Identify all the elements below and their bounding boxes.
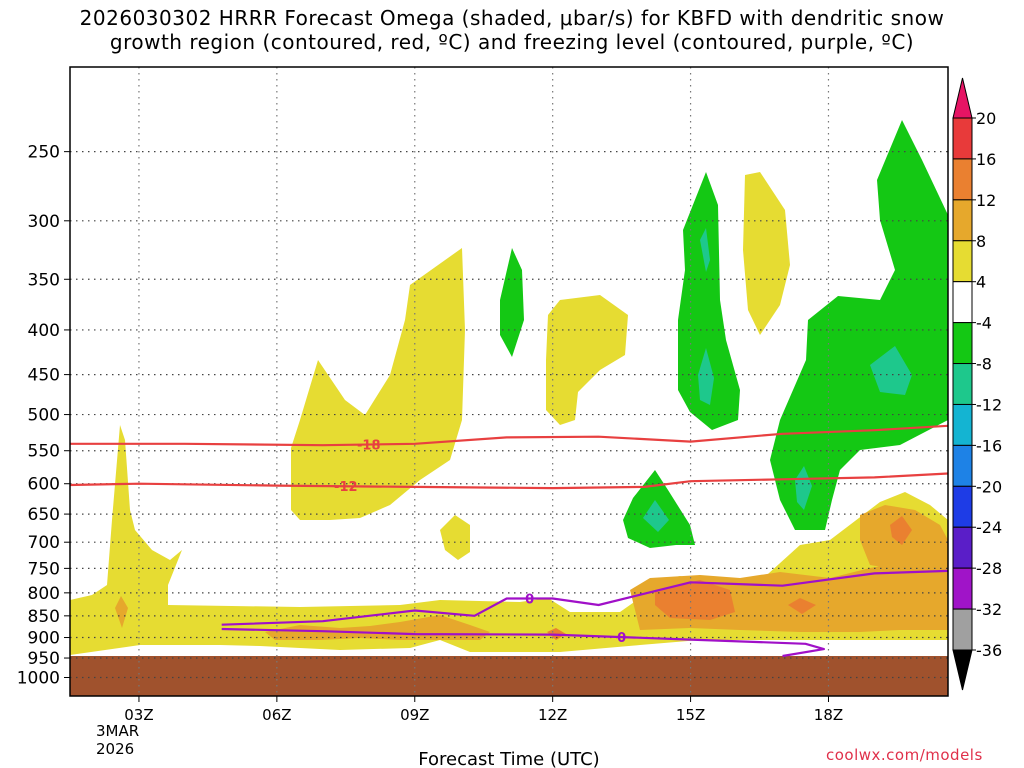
- colorbar-segment-12: [952, 567, 973, 610]
- omega-region-ascent-mid: [291, 248, 465, 520]
- y-tick-label-500: 500: [28, 406, 60, 426]
- colorbar: 20 16 12 8 4 -4 -8 -12 -16 -20 -24 -28 -32 -36: [952, 77, 1002, 691]
- x-axis-ticks: 03Z 06Z 09Z 12Z 15Z 18Z: [124, 696, 843, 724]
- plot-frame: [69, 66, 949, 697]
- x-tick-label-3: 03Z: [124, 706, 153, 724]
- contour-label-2: 0: [525, 592, 534, 607]
- colorbar-label-4: 4: [976, 273, 986, 292]
- colorbar-label-1: 16: [976, 150, 996, 169]
- omega-region-core-2: [788, 598, 816, 614]
- y-tick-label-700: 700: [28, 533, 60, 553]
- y-tick-label-300: 300: [28, 212, 60, 232]
- omega-region-descent-1: [500, 248, 524, 357]
- omega-region-orange-4: [115, 596, 128, 628]
- y-tick-label-450: 450: [28, 366, 60, 386]
- x-tick-label-18: 18Z: [814, 706, 843, 724]
- colorbar-label-12: -32: [976, 600, 1002, 619]
- contour-line-3: [221, 627, 825, 658]
- colorbar-label-13: -36: [976, 641, 1002, 660]
- x-tick-label-9: 09Z: [400, 706, 429, 724]
- colorbar-label-10: -24: [976, 518, 1002, 537]
- colorbar-segment-3: [952, 199, 973, 242]
- contour-line-2: [221, 569, 949, 626]
- y-tick-label-650: 650: [28, 505, 60, 525]
- colorbar-segment-8: [952, 403, 973, 446]
- colorbar-segment-11: [952, 526, 973, 569]
- y-axis-ticks: 2503003504004505005506006507007508008509…: [17, 143, 70, 688]
- omega-region-ascent-top: [743, 172, 790, 335]
- y-tick-label-850: 850: [28, 607, 60, 627]
- contour-line-1: [69, 472, 949, 490]
- y-tick-label-400: 400: [28, 321, 60, 341]
- x-date-label-year: 2026: [96, 740, 134, 758]
- omega-region-teal-2: [698, 348, 714, 405]
- omega-region-teal-5: [795, 466, 812, 510]
- contour-label-0: -18: [357, 438, 381, 453]
- omega-region-ascent-small: [440, 515, 470, 560]
- y-tick-label-750: 750: [28, 559, 60, 579]
- colorbar-label-0: 20: [976, 109, 996, 128]
- y-tick-label-250: 250: [28, 143, 60, 163]
- omega-shading: [70, 120, 948, 655]
- colorbar-segment-5: [952, 281, 973, 324]
- colorbar-label-9: -20: [976, 477, 1002, 496]
- colorbar-segment-13: [952, 608, 973, 651]
- omega-region-teal-4: [870, 346, 912, 395]
- omega-region-core-1: [655, 580, 735, 620]
- colorbar-segment-7: [952, 363, 973, 405]
- colorbar-label-6: -8: [976, 355, 992, 374]
- x-axis-label: Forecast Time (UTC): [418, 749, 599, 768]
- colorbar-label-3: 8: [976, 232, 986, 251]
- colorbar-segment-1: [952, 117, 973, 160]
- contour-line-0: [70, 424, 949, 447]
- y-tick-label-800: 800: [28, 584, 60, 604]
- terrain-below-surface: [70, 656, 948, 696]
- omega-region-teal-1: [700, 228, 710, 272]
- colorbar-top-triangle: [952, 77, 973, 119]
- contour-label-1: -12: [334, 480, 358, 495]
- colorbar-label-7: -12: [976, 395, 1002, 414]
- contour-label-3: 0: [617, 631, 626, 646]
- contours: -18 -12 0 0: [69, 424, 949, 658]
- y-tick-label-600: 600: [28, 475, 60, 495]
- grid-lines: [70, 67, 948, 696]
- credit-text: coolwx.com/models: [826, 746, 983, 764]
- y-tick-label-950: 950: [28, 649, 60, 669]
- omega-region-descent-4: [770, 120, 948, 530]
- x-date-label-day: 3MAR: [96, 722, 139, 740]
- x-tick-label-6: 06Z: [262, 706, 291, 724]
- colorbar-segment-6: [952, 322, 973, 365]
- y-tick-label-900: 900: [28, 629, 60, 649]
- omega-region-core-3: [890, 516, 912, 545]
- x-tick-label-12: 12Z: [538, 706, 567, 724]
- colorbar-label-2: 12: [976, 191, 996, 210]
- omega-region-teal-3: [643, 500, 669, 532]
- omega-region-descent-2: [678, 172, 740, 430]
- colorbar-bottom-triangle: [952, 649, 973, 691]
- chart-title-line-1: 2026030302 HRRR Forecast Omega (shaded, …: [79, 6, 945, 30]
- chart-title-line-2: growth region (contoured, red, ºC) and f…: [109, 30, 915, 54]
- colorbar-label-8: -16: [976, 436, 1002, 455]
- colorbar-label-5: -4: [976, 314, 992, 333]
- colorbar-segment-4: [952, 240, 973, 283]
- colorbar-segment-2: [952, 158, 973, 201]
- omega-region-ascent-upper: [546, 295, 628, 425]
- x-tick-label-15: 15Z: [676, 706, 705, 724]
- colorbar-segment-9: [952, 444, 973, 487]
- colorbar-segment-10: [952, 485, 973, 528]
- y-tick-label-550: 550: [28, 442, 60, 462]
- y-tick-label-350: 350: [28, 270, 60, 290]
- y-tick-label-1000: 1000: [17, 668, 60, 688]
- colorbar-label-11: -28: [976, 559, 1002, 578]
